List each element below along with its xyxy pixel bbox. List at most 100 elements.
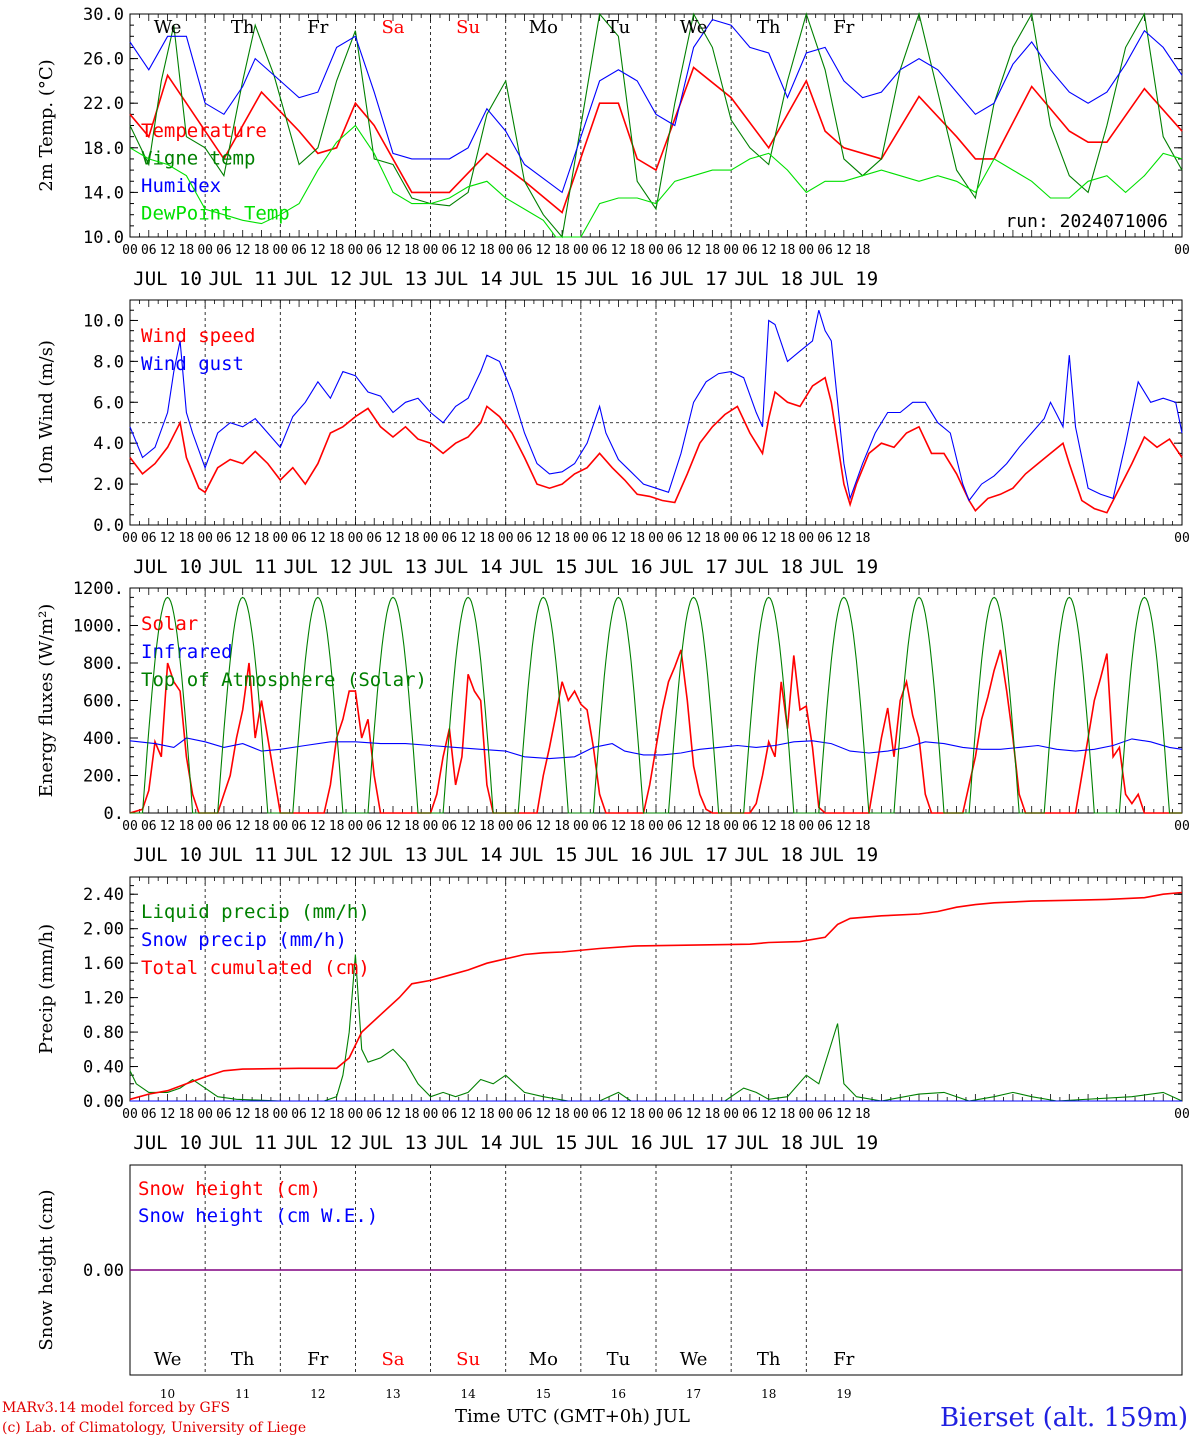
hour-tick-label: 12 bbox=[310, 1107, 326, 1122]
panel-frame bbox=[129, 587, 1183, 814]
y-tick-label: 4.0 bbox=[93, 434, 124, 454]
hour-tick-label: 06 bbox=[517, 1107, 533, 1122]
date-label: JUL 11 bbox=[208, 844, 277, 866]
date-label: JUL 15 bbox=[509, 844, 578, 866]
hour-tick-label: 12 bbox=[611, 1107, 627, 1122]
hour-tick-label: 00 bbox=[723, 1107, 739, 1122]
date-label: JUL 16 bbox=[584, 1132, 653, 1154]
legend-entry: Snow height (cm W.E.) bbox=[138, 1205, 378, 1227]
date-label: JUL 13 bbox=[359, 844, 428, 866]
hour-tick-label: 00 bbox=[498, 531, 514, 546]
hour-tick-label: 06 bbox=[817, 1107, 833, 1122]
date-label: JUL 11 bbox=[208, 1132, 277, 1154]
hour-tick-label: 12 bbox=[385, 819, 401, 834]
legend-entry: DewPoint Temp bbox=[141, 203, 290, 225]
hour-tick-label: 18 bbox=[479, 531, 495, 546]
hour-tick-label: 12 bbox=[686, 531, 702, 546]
series-line-solar bbox=[129, 649, 1182, 814]
hour-tick-label: 18 bbox=[629, 1107, 645, 1122]
hour-tick-label: 18 bbox=[554, 819, 570, 834]
hour-tick-label: 12 bbox=[160, 243, 176, 258]
weekday-label: We bbox=[680, 1349, 708, 1370]
hour-tick-label: 18 bbox=[404, 243, 420, 258]
y-tick-label: 600. bbox=[83, 692, 124, 712]
time-axis-label: Time UTC (GMT+0h) JUL bbox=[455, 1406, 690, 1427]
hour-tick-label: 06 bbox=[442, 243, 458, 258]
hour-tick-label: 00 bbox=[272, 243, 288, 258]
hour-tick-label: 00 bbox=[498, 819, 514, 834]
hour-tick-label: 18 bbox=[629, 243, 645, 258]
legend-entry: Snow precip (mm/h) bbox=[141, 929, 347, 951]
hour-tick-label: 00 bbox=[723, 819, 739, 834]
hour-tick-label: 18 bbox=[329, 1107, 345, 1122]
hour-tick-label: 00 bbox=[272, 1107, 288, 1122]
hour-tick-label: 18 bbox=[705, 1107, 721, 1122]
hour-tick-label: 00 bbox=[348, 243, 364, 258]
weekday-label: We bbox=[154, 17, 182, 38]
hour-tick-label: 12 bbox=[535, 1107, 551, 1122]
legend-entry: Top of Atmosphere (Solar) bbox=[141, 669, 427, 691]
hour-tick-label: 06 bbox=[216, 1107, 232, 1122]
hour-tick-label: 00 bbox=[648, 243, 664, 258]
hour-tick-label: 00 bbox=[573, 1107, 589, 1122]
hour-tick-label: 18 bbox=[179, 1107, 195, 1122]
weekday-label: Fr bbox=[307, 17, 328, 38]
hour-tick-label: 18 bbox=[855, 1107, 871, 1122]
hour-tick-label: 00 bbox=[498, 1107, 514, 1122]
hour-tick-label: 12 bbox=[535, 243, 551, 258]
run-annotation: run: 2024071006 bbox=[1005, 211, 1168, 232]
weekday-label: Mo bbox=[529, 17, 558, 38]
day-number-label: 14 bbox=[461, 1387, 477, 1401]
date-label: JUL 17 bbox=[659, 1132, 728, 1154]
hour-tick-label: 06 bbox=[442, 1107, 458, 1122]
y-tick-label: 0.80 bbox=[83, 1023, 124, 1043]
legend-entry: Vigne temp bbox=[141, 148, 255, 170]
hour-tick-label: 06 bbox=[141, 243, 157, 258]
hour-tick-label: 12 bbox=[385, 531, 401, 546]
hour-tick-label: 12 bbox=[385, 243, 401, 258]
weekday-label: Su bbox=[456, 17, 480, 38]
y-tick-label: 30.0 bbox=[83, 5, 124, 25]
date-label: JUL 14 bbox=[434, 1132, 503, 1154]
weekday-label: Tu bbox=[607, 17, 631, 38]
y-tick-label: 0.0 bbox=[93, 516, 124, 536]
date-label: JUL 15 bbox=[509, 1132, 578, 1154]
hour-tick-label: 18 bbox=[479, 243, 495, 258]
hour-tick-label: 00 bbox=[122, 531, 138, 546]
date-label: JUL 19 bbox=[810, 268, 879, 290]
hour-tick-label: 06 bbox=[742, 531, 758, 546]
series-line-top-of-atmosphere-solar- bbox=[130, 596, 1182, 814]
legend-entry: Temperature bbox=[141, 120, 267, 142]
hour-tick-label: 18 bbox=[329, 531, 345, 546]
hour-tick-label: 00 bbox=[573, 243, 589, 258]
y-axis-label: Precip (mm/h) bbox=[36, 924, 57, 1054]
hour-tick-label: 18 bbox=[404, 531, 420, 546]
y-tick-label: 26.0 bbox=[83, 50, 124, 70]
hour-tick-label: 06 bbox=[366, 531, 382, 546]
legend-entry: Solar bbox=[141, 613, 198, 635]
hour-tick-label: 00 bbox=[798, 1107, 814, 1122]
hour-tick-label: 06 bbox=[592, 243, 608, 258]
hour-tick-label: 18 bbox=[404, 819, 420, 834]
hour-tick-label: 12 bbox=[160, 1107, 176, 1122]
hour-tick-label: 12 bbox=[686, 819, 702, 834]
hour-tick-label: 18 bbox=[329, 243, 345, 258]
hour-tick-label: 12 bbox=[235, 1107, 251, 1122]
hour-tick-label: 06 bbox=[592, 819, 608, 834]
hour-tick-label: 00 bbox=[423, 1107, 439, 1122]
hour-tick-label: 06 bbox=[817, 243, 833, 258]
hour-tick-label: 00 bbox=[197, 1107, 213, 1122]
hour-tick-label: 00 bbox=[1174, 819, 1190, 834]
y-tick-label: 14.0 bbox=[83, 183, 124, 203]
date-label: JUL 15 bbox=[509, 268, 578, 290]
hour-tick-label: 00 bbox=[648, 531, 664, 546]
date-label: JUL 14 bbox=[434, 556, 503, 578]
hour-tick-label: 06 bbox=[592, 531, 608, 546]
hour-tick-label: 06 bbox=[817, 819, 833, 834]
y-tick-label: 22.0 bbox=[83, 94, 124, 114]
hour-tick-label: 00 bbox=[348, 819, 364, 834]
date-label: JUL 10 bbox=[133, 268, 202, 290]
hour-tick-label: 18 bbox=[329, 819, 345, 834]
y-axis-label: Snow height (cm) bbox=[36, 1189, 57, 1350]
hour-tick-label: 06 bbox=[291, 819, 307, 834]
